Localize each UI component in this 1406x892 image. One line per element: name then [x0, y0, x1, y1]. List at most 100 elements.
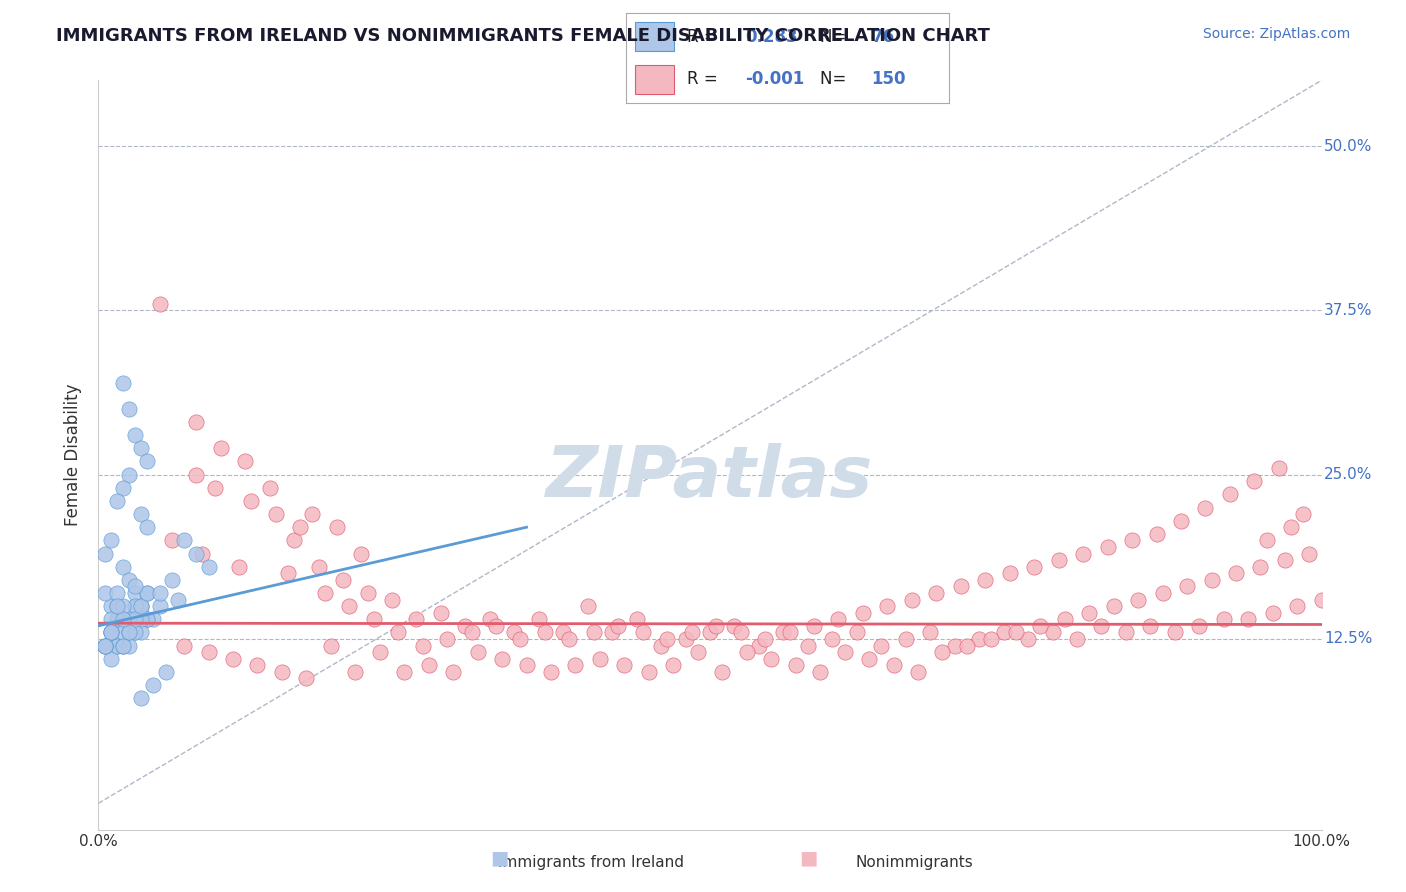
Point [233, 454, 256, 468]
Text: ZIPatlas: ZIPatlas [547, 443, 873, 512]
Point [1115, 625, 1137, 640]
Point [240, 494, 263, 508]
Point [675, 632, 697, 646]
Point [1225, 566, 1247, 581]
Point [129, 625, 152, 640]
Point [129, 691, 152, 706]
Point [350, 547, 373, 561]
Point [1071, 547, 1094, 561]
Text: N=: N= [820, 70, 851, 88]
Point [1139, 619, 1161, 633]
Point [93, 639, 115, 653]
Point [754, 632, 776, 646]
Point [363, 612, 385, 626]
Point [858, 651, 880, 665]
Text: -0.001: -0.001 [745, 70, 804, 88]
Point [118, 467, 141, 482]
Point [454, 619, 477, 633]
Point [93, 586, 115, 600]
Point [980, 632, 1002, 646]
Point [118, 639, 141, 653]
Point [129, 612, 152, 626]
Point [100, 533, 122, 548]
Point [1201, 573, 1223, 587]
Point [748, 639, 770, 653]
Point [228, 559, 250, 574]
Point [650, 639, 672, 653]
Point [111, 612, 134, 626]
Point [558, 632, 581, 646]
Point [136, 612, 159, 626]
Point [901, 592, 924, 607]
Point [246, 658, 269, 673]
Point [949, 579, 972, 593]
Point [613, 658, 636, 673]
Point [699, 625, 721, 640]
Point [735, 645, 758, 659]
Point [173, 639, 195, 653]
Point [392, 665, 416, 679]
Point [124, 612, 146, 626]
Point [1237, 612, 1260, 626]
Point [129, 599, 152, 613]
Y-axis label: Female Disability: Female Disability [65, 384, 83, 526]
Point [111, 612, 134, 626]
Point [631, 625, 654, 640]
Text: Immigrants from Ireland: Immigrants from Ireland [498, 855, 683, 870]
Point [111, 639, 134, 653]
Point [100, 651, 122, 665]
Text: 25.0%: 25.0% [1324, 467, 1372, 483]
Text: 0.283: 0.283 [745, 28, 799, 45]
Point [124, 428, 146, 442]
Point [105, 612, 128, 626]
Point [467, 645, 489, 659]
Point [1194, 500, 1216, 515]
Point [1175, 579, 1198, 593]
Point [662, 658, 685, 673]
Point [295, 672, 318, 686]
Point [105, 639, 128, 653]
Point [925, 586, 948, 600]
Point [1286, 599, 1309, 613]
Point [441, 665, 464, 679]
Point [430, 606, 453, 620]
Point [136, 586, 159, 600]
Point [637, 665, 661, 679]
Point [405, 612, 427, 626]
Point [1102, 599, 1125, 613]
Point [136, 612, 159, 626]
Point [259, 481, 281, 495]
Point [136, 520, 159, 534]
Point [1066, 632, 1088, 646]
Point [173, 533, 195, 548]
Point [314, 586, 336, 600]
Point [1212, 612, 1234, 626]
Point [460, 625, 482, 640]
Text: 37.5%: 37.5% [1324, 302, 1372, 318]
Point [136, 454, 159, 468]
Point [356, 586, 378, 600]
Point [111, 376, 134, 390]
Point [485, 619, 508, 633]
Point [264, 507, 287, 521]
Point [270, 665, 294, 679]
Point [111, 559, 134, 574]
Point [129, 599, 152, 613]
Point [478, 612, 501, 626]
Point [1024, 559, 1046, 574]
Point [124, 579, 146, 593]
Point [160, 533, 183, 548]
Text: Nonimmigrants: Nonimmigrants [855, 855, 973, 870]
Point [129, 442, 152, 456]
Point [160, 573, 183, 587]
Point [956, 639, 979, 653]
Point [222, 651, 245, 665]
Point [723, 619, 745, 633]
Point [1292, 507, 1315, 521]
Point [1004, 625, 1026, 640]
Point [1298, 547, 1320, 561]
Point [186, 415, 208, 429]
Point [436, 632, 458, 646]
Point [118, 625, 141, 640]
Point [974, 573, 997, 587]
